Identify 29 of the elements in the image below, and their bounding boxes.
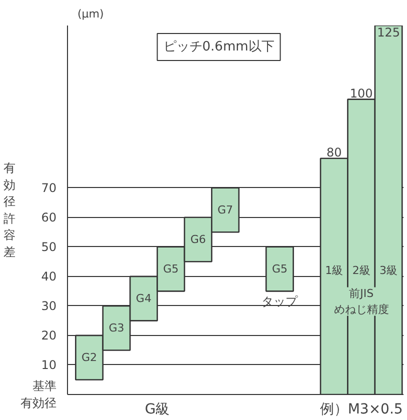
x-tick-label: G3 — [108, 322, 124, 335]
y-tick-label: 基準有効径 — [20, 379, 56, 410]
x-tick-label: 1級 — [325, 264, 344, 278]
y-tick-label: 50 — [41, 240, 57, 254]
annotation: タップ — [262, 294, 299, 309]
y-tick-label: 20 — [41, 328, 57, 342]
data-label: 125 — [377, 26, 400, 40]
y-tick-label: 10 — [41, 358, 57, 372]
x-tick-label: G7 — [218, 204, 234, 216]
y-tick-label: 60 — [41, 210, 57, 224]
annotation: 前JIS めねじ精度 — [334, 287, 389, 316]
data-label: 100 — [350, 86, 373, 100]
text: ピッチ0.6mm以下 — [163, 40, 274, 54]
y-tick-label: 40 — [41, 269, 57, 284]
text: (μm) — [78, 8, 104, 20]
x-tick-label: G2 — [82, 351, 98, 364]
x-tick-label: G5 — [163, 262, 179, 276]
y-tick-label: 70 — [41, 180, 57, 195]
text: 例）M3×0.5 — [320, 402, 403, 418]
text: G級 — [144, 402, 170, 418]
x-tick-label: G4 — [136, 292, 152, 306]
y-tick-label: 30 — [41, 298, 57, 313]
bar — [265, 246, 294, 292]
x-tick-label: 3級 — [380, 264, 398, 278]
x-tick-label: G6 — [190, 233, 206, 246]
x-tick-label: G5 — [272, 262, 288, 276]
y-axis-title: 有効径許容差 — [4, 161, 16, 259]
x-tick-label: 2級 — [352, 264, 370, 278]
data-label: 80 — [326, 145, 342, 160]
